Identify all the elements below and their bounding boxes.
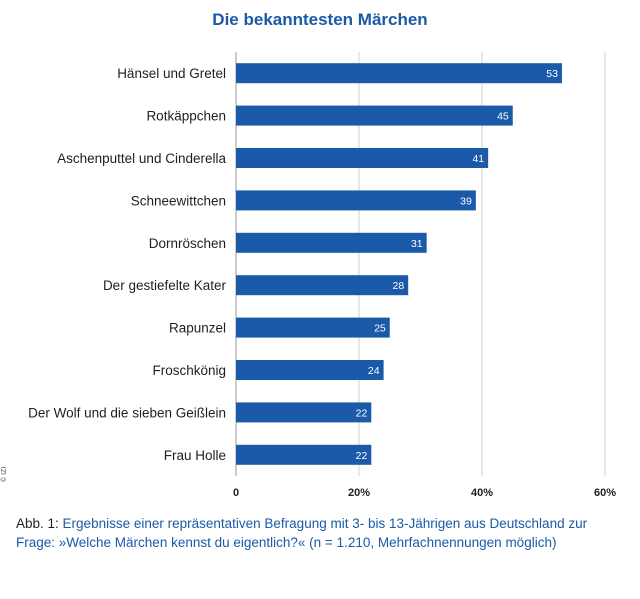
value-label: 41 [472, 153, 484, 165]
category-label: Aschenputtel und Cinderella [57, 151, 226, 166]
value-label: 22 [356, 450, 368, 462]
category-label: Frau Holle [164, 448, 226, 463]
category-label: Schneewittchen [131, 193, 226, 208]
x-tick-label: 40% [471, 487, 493, 499]
bar [236, 148, 489, 168]
chart-title: Die bekanntesten Märchen [212, 10, 428, 29]
value-label: 39 [460, 195, 472, 207]
category-label: Hänsel und Gretel [117, 66, 226, 81]
category-label: Der Wolf und die sieben Geißlein [28, 405, 226, 420]
category-label: Rotkäppchen [146, 109, 226, 124]
x-tick-label: 60% [594, 487, 616, 499]
bars [236, 63, 562, 465]
value-label: 24 [368, 365, 380, 377]
bar [236, 317, 390, 338]
bar [236, 232, 427, 253]
caption-prefix: Abb. 1: [16, 516, 63, 531]
bar [236, 360, 384, 380]
bar [236, 402, 372, 423]
x-tick-label: 0 [233, 487, 239, 499]
value-labels: 53 45 41 39 31 28 25 24 22 22 [356, 68, 558, 462]
category-label: Froschkönig [152, 363, 226, 378]
category-label: Dornröschen [149, 236, 226, 251]
x-tick-labels: 0 20% 40% 60% [233, 487, 616, 499]
bar [236, 275, 409, 296]
bar [236, 444, 372, 465]
category-label: Rapunzel [169, 321, 226, 336]
copyright-note: © IZI [1, 466, 8, 482]
value-label: 31 [411, 238, 423, 250]
bar-chart: Hänsel und Gretel Rotkäppchen Aschenputtel… [28, 52, 616, 499]
category-labels: Hänsel und Gretel Rotkäppchen Aschenputtel… [28, 66, 226, 463]
figure-caption: Abb. 1: Ergebnisse einer repräsentativen… [16, 514, 620, 552]
value-label: 28 [393, 280, 405, 292]
bar [236, 190, 476, 211]
x-tick-label: 20% [348, 487, 370, 499]
value-label: 25 [374, 323, 386, 335]
bar [236, 63, 562, 84]
category-label: Der gestiefelte Kater [103, 278, 227, 293]
value-label: 22 [356, 407, 368, 419]
value-label: 53 [546, 68, 558, 80]
bar [236, 105, 513, 126]
value-label: 45 [497, 111, 509, 123]
caption-text: Ergebnisse einer repräsentativen Befragu… [16, 516, 588, 550]
